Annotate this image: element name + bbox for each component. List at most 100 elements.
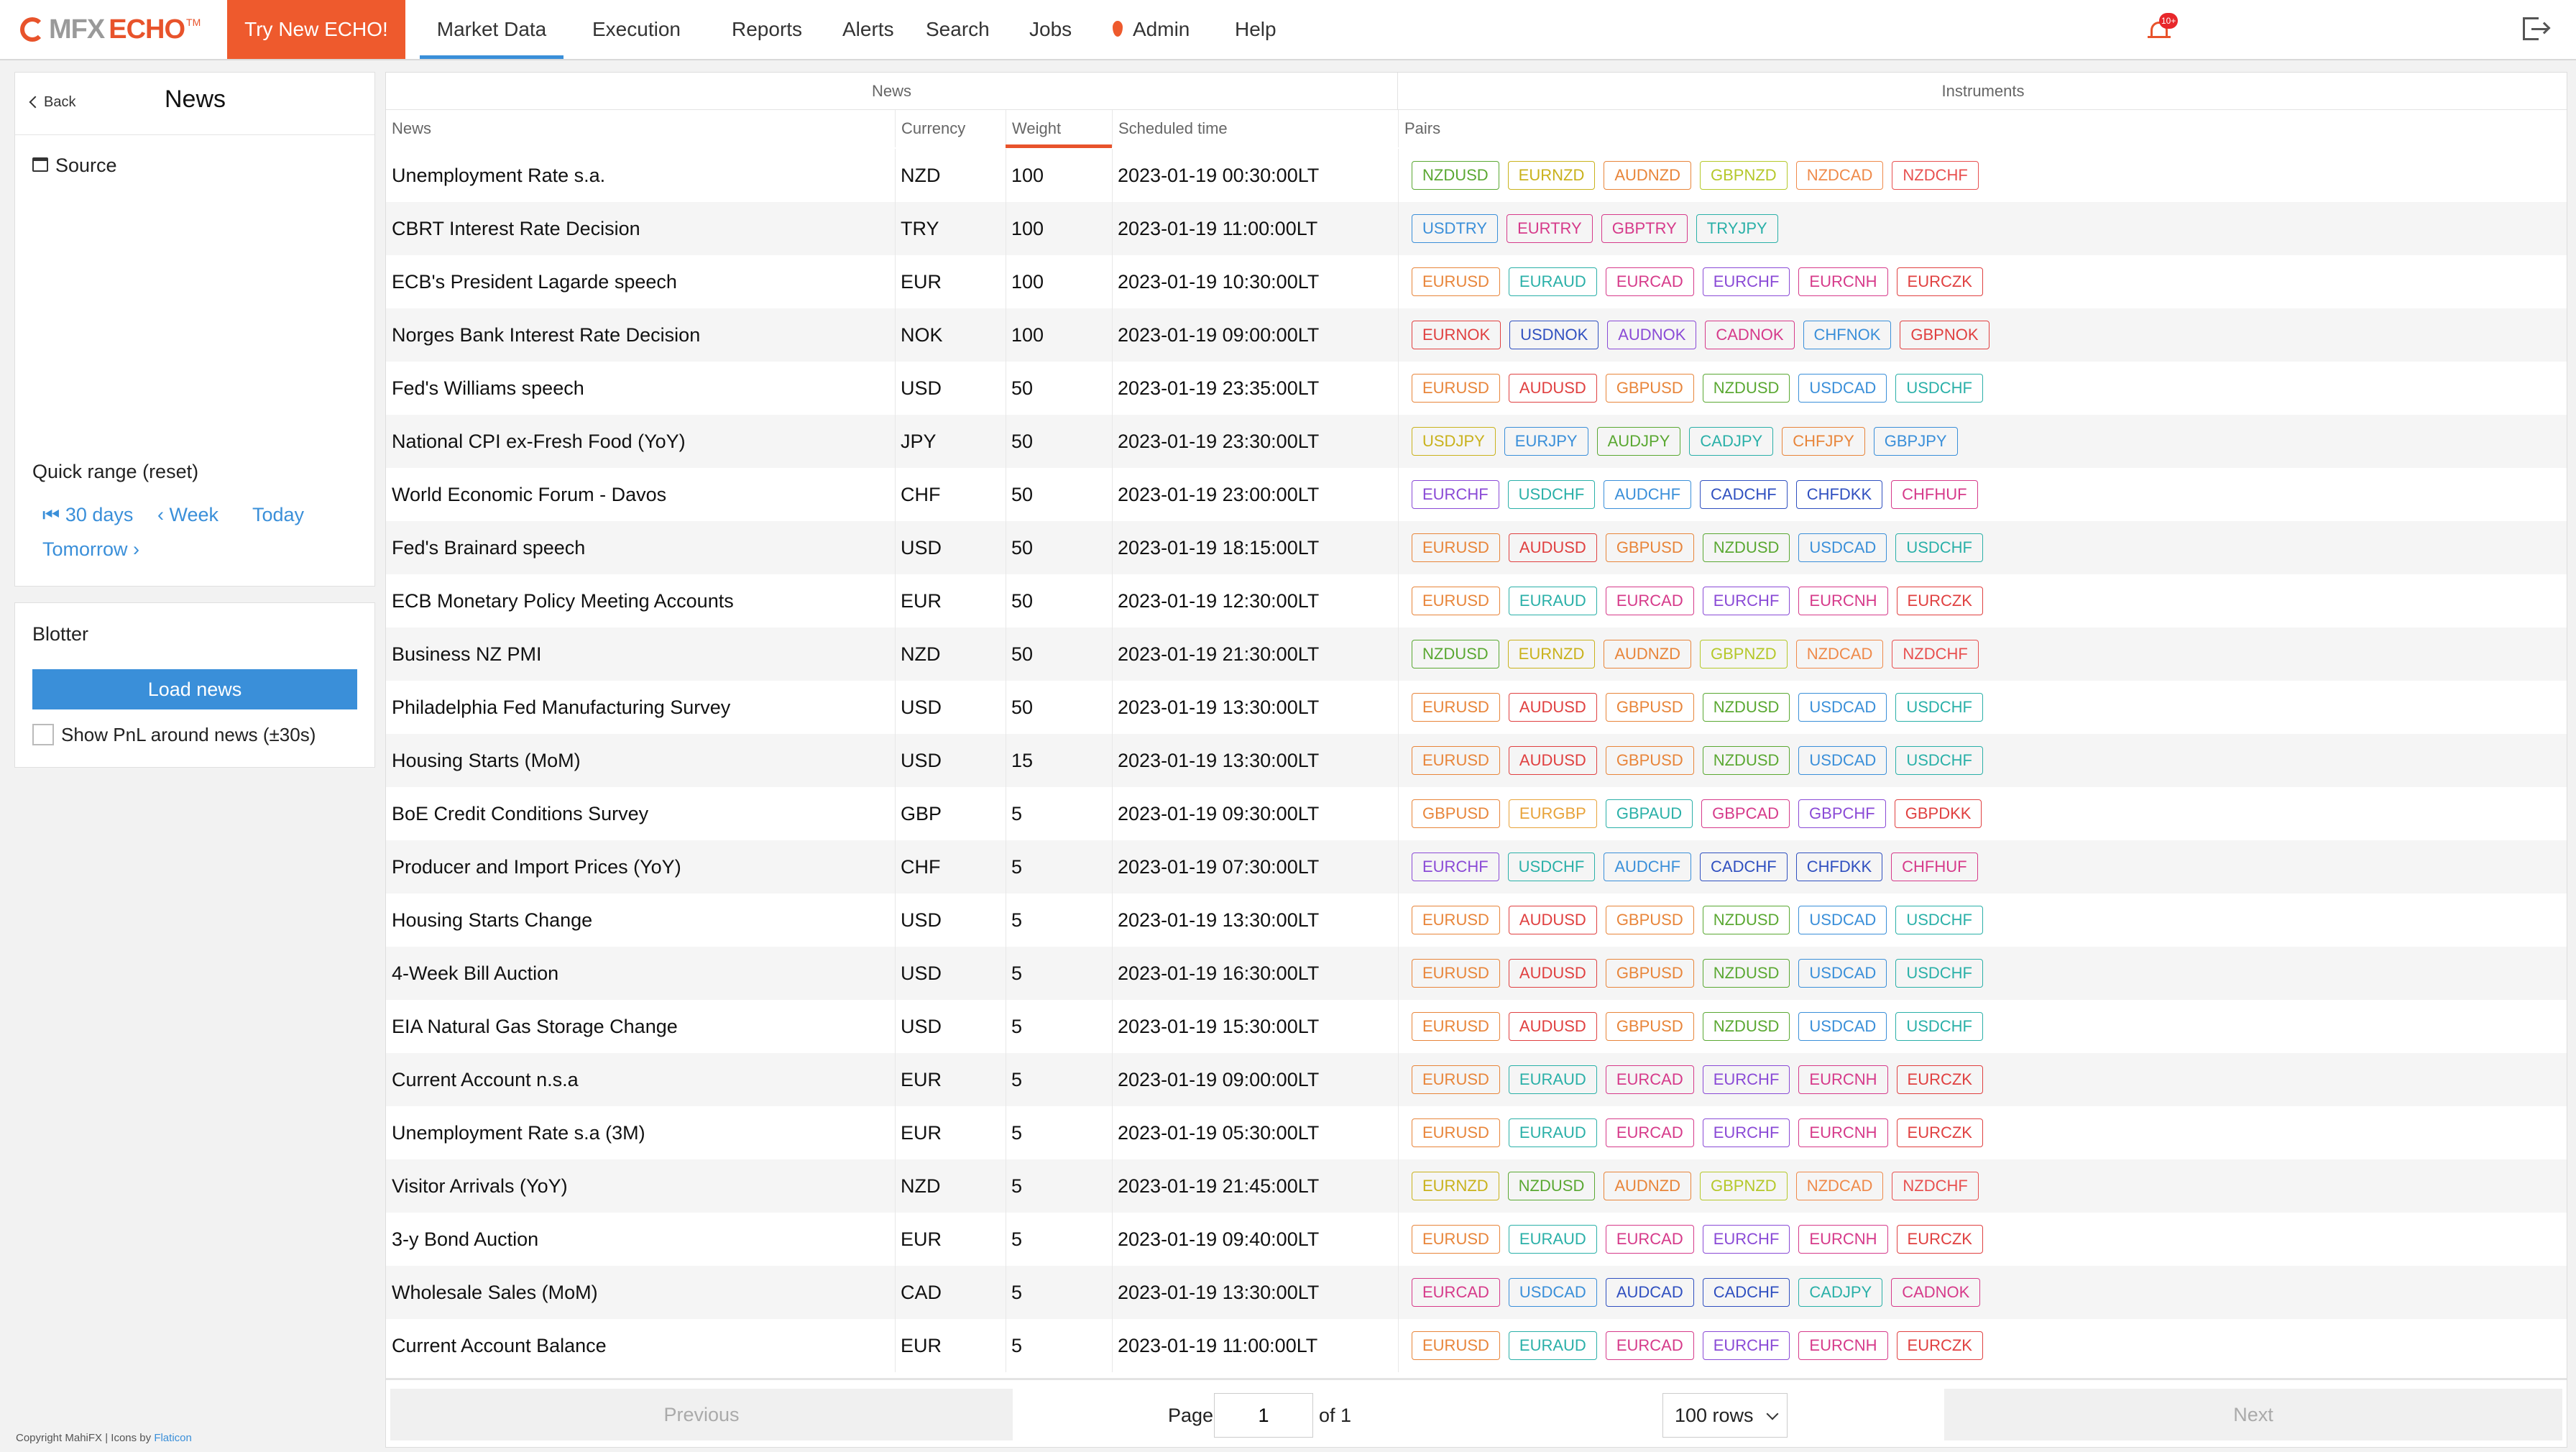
pair-tag[interactable]: EURUSD xyxy=(1412,587,1500,615)
pair-tag[interactable]: EURGBP xyxy=(1508,799,1597,828)
col-header-scheduled-time[interactable]: Scheduled time xyxy=(1112,110,1398,147)
page-number-input[interactable] xyxy=(1214,1393,1313,1438)
pair-tag[interactable]: EURCAD xyxy=(1605,1331,1694,1360)
pair-tag[interactable]: GBPTRY xyxy=(1601,214,1688,243)
table-row[interactable]: ECB Monetary Policy Meeting Accounts EUR 5… xyxy=(386,574,2567,628)
pair-tag[interactable]: NZDUSD xyxy=(1702,1012,1790,1041)
quick-range-title[interactable]: Quick range (reset) xyxy=(32,461,199,482)
nav-execution[interactable]: Execution xyxy=(592,18,681,40)
pair-tag[interactable]: CADJPY xyxy=(1689,427,1774,456)
pair-tag[interactable]: USDJPY xyxy=(1412,427,1496,456)
quick-range-30-days[interactable]: ⏮ 30 days xyxy=(42,504,133,527)
nav-search[interactable]: Search xyxy=(926,18,990,40)
pair-tag[interactable]: EURCNH xyxy=(1798,1331,1888,1360)
table-row[interactable]: Current Account Balance EUR 5 2023-01-19 11… xyxy=(386,1319,2567,1372)
pair-tag[interactable]: EURUSD xyxy=(1412,746,1500,775)
pair-tag[interactable]: GBPUSD xyxy=(1605,1012,1694,1041)
pair-tag[interactable]: EURCHF xyxy=(1702,1331,1790,1360)
pair-tag[interactable]: EURAUD xyxy=(1508,1065,1597,1094)
pair-tag[interactable]: GBPUSD xyxy=(1412,799,1500,828)
source-filter[interactable]: Source xyxy=(32,155,117,177)
pair-tag[interactable]: EURAUD xyxy=(1508,1225,1597,1254)
pair-tag[interactable]: AUDUSD xyxy=(1508,1012,1597,1041)
pair-tag[interactable]: GBPUSD xyxy=(1605,959,1694,988)
pair-tag[interactable]: GBPNZD xyxy=(1700,1172,1788,1200)
pair-tag[interactable]: NZDUSD xyxy=(1702,693,1790,722)
pair-tag[interactable]: USDCAD xyxy=(1508,1278,1597,1307)
pair-tag[interactable]: USDCAD xyxy=(1798,533,1887,562)
pair-tag[interactable]: EURUSD xyxy=(1412,533,1500,562)
pair-tag[interactable]: USDCHF xyxy=(1895,959,1983,988)
pair-tag[interactable]: CADNOK xyxy=(1891,1278,1981,1307)
pair-tag[interactable]: NZDCAD xyxy=(1795,1172,1884,1200)
pair-tag[interactable]: USDCAD xyxy=(1798,1012,1887,1041)
flaticon-link[interactable]: Flaticon xyxy=(154,1432,192,1444)
pair-tag[interactable]: EURAUD xyxy=(1508,587,1597,615)
try-new-echo-button[interactable]: Try New ECHO! xyxy=(227,0,405,59)
pair-tag[interactable]: USDCHF xyxy=(1507,853,1596,881)
pair-tag[interactable]: EURCHF xyxy=(1702,587,1790,615)
pair-tag[interactable]: EURJPY xyxy=(1504,427,1588,456)
pair-tag[interactable]: AUDUSD xyxy=(1508,746,1597,775)
pair-tag[interactable]: EURCHF xyxy=(1702,1065,1790,1094)
pair-tag[interactable]: GBPUSD xyxy=(1605,693,1694,722)
nav-market-data[interactable]: Market Data xyxy=(420,0,564,59)
pair-tag[interactable]: EURUSD xyxy=(1412,1331,1500,1360)
pair-tag[interactable]: CHFDKK xyxy=(1795,480,1883,509)
pair-tag[interactable]: USDTRY xyxy=(1412,214,1499,243)
pair-tag[interactable]: NZDUSD xyxy=(1507,1172,1596,1200)
pair-tag[interactable]: AUDNZD xyxy=(1604,161,1692,190)
table-row[interactable]: CBRT Interest Rate Decision TRY 100 2023-01… xyxy=(386,202,2567,255)
pair-tag[interactable]: CADCHF xyxy=(1700,853,1788,881)
pair-tag[interactable]: EURUSD xyxy=(1412,906,1500,934)
col-header-currency[interactable]: Currency xyxy=(895,110,1006,147)
pair-tag[interactable]: EURNZD xyxy=(1507,161,1596,190)
pair-tag[interactable]: GBPCAD xyxy=(1701,799,1790,828)
table-row[interactable]: Housing Starts (MoM) USD 15 2023-01-19 13:3… xyxy=(386,734,2567,787)
app-logo[interactable]: MFX ECHO TM xyxy=(20,13,201,46)
pair-tag[interactable]: NZDUSD xyxy=(1702,746,1790,775)
quick-range-today[interactable]: Today xyxy=(252,504,305,525)
pair-tag[interactable]: EURTRY xyxy=(1506,214,1593,243)
pair-tag[interactable]: EURUSD xyxy=(1412,1118,1500,1147)
pair-tag[interactable]: NZDUSD xyxy=(1412,161,1499,190)
pair-tag[interactable]: EURUSD xyxy=(1412,1065,1500,1094)
pair-tag[interactable]: EURCNH xyxy=(1798,587,1888,615)
pair-tag[interactable]: NZDCAD xyxy=(1795,161,1884,190)
table-row[interactable]: Fed's Williams speech USD 50 2023-01-19 23:… xyxy=(386,362,2567,415)
pair-tag[interactable]: CADCHF xyxy=(1702,1278,1790,1307)
pair-tag[interactable]: USDCAD xyxy=(1798,959,1887,988)
pair-tag[interactable]: AUDUSD xyxy=(1508,959,1597,988)
pair-tag[interactable]: EURCAD xyxy=(1605,267,1694,296)
nav-alerts[interactable]: Alerts xyxy=(842,18,894,40)
table-row[interactable]: EIA Natural Gas Storage Change USD 5 2023-0… xyxy=(386,1000,2567,1053)
pair-tag[interactable]: EURCAD xyxy=(1605,587,1694,615)
table-row[interactable]: Philadelphia Fed Manufacturing Survey USD… xyxy=(386,681,2567,734)
pair-tag[interactable]: USDNOK xyxy=(1509,321,1599,349)
pair-tag[interactable]: EURCHF xyxy=(1702,1225,1790,1254)
pair-tag[interactable]: CHFHUF xyxy=(1891,480,1978,509)
table-row[interactable]: World Economic Forum - Davos CHF 50 2023-01… xyxy=(386,468,2567,521)
pair-tag[interactable]: CHFHUF xyxy=(1891,853,1978,881)
pair-tag[interactable]: CHFDKK xyxy=(1795,853,1883,881)
pair-tag[interactable]: GBPUSD xyxy=(1605,906,1694,934)
pair-tag[interactable]: EURCHF xyxy=(1702,267,1790,296)
pair-tag[interactable]: EURUSD xyxy=(1412,1012,1500,1041)
pair-tag[interactable]: EURCAD xyxy=(1605,1118,1694,1147)
pair-tag[interactable]: CADJPY xyxy=(1798,1278,1883,1307)
table-row[interactable]: Fed's Brainard speech USD 50 2023-01-19 18:… xyxy=(386,521,2567,574)
pair-tag[interactable]: USDCHF xyxy=(1895,374,1983,403)
pair-tag[interactable]: USDCAD xyxy=(1798,693,1887,722)
table-row[interactable]: Wholesale Sales (MoM) CAD 5 2023-01-19 13:3… xyxy=(386,1266,2567,1319)
pair-tag[interactable]: EURCNH xyxy=(1798,1118,1888,1147)
pair-tag[interactable]: AUDNZD xyxy=(1604,640,1692,668)
pair-tag[interactable]: CHFJPY xyxy=(1782,427,1865,456)
pair-tag[interactable]: AUDNOK xyxy=(1607,321,1697,349)
pair-tag[interactable]: GBPNZD xyxy=(1700,640,1788,668)
pair-tag[interactable]: AUDCAD xyxy=(1605,1278,1694,1307)
pair-tag[interactable]: NZDUSD xyxy=(1702,959,1790,988)
pair-tag[interactable]: EURUSD xyxy=(1412,267,1500,296)
pair-tag[interactable]: GBPCHF xyxy=(1798,799,1886,828)
next-page-button[interactable]: Next xyxy=(1944,1389,2562,1440)
notifications-bell-icon[interactable]: 10+ xyxy=(2148,13,2179,43)
